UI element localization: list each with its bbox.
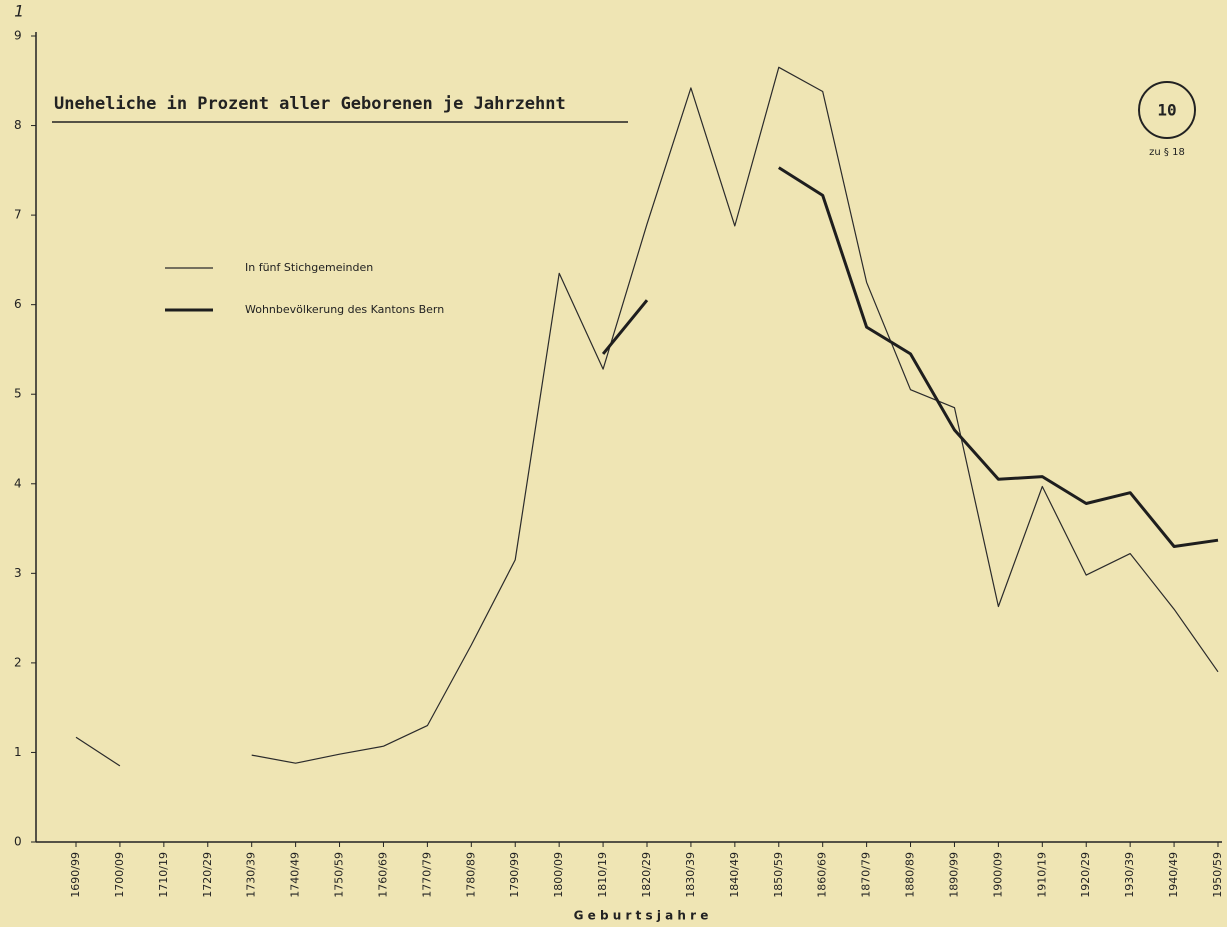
x-tick-label: 1780/89 [464, 852, 477, 898]
y-tick-label: 6 [14, 297, 22, 311]
x-tick-label: 1820/29 [640, 852, 653, 898]
x-tick-label: 1750/59 [333, 852, 346, 898]
y-tick-label: 9 [14, 29, 22, 43]
x-tick-label: 1910/19 [1035, 852, 1048, 898]
x-tick-label: 1940/49 [1167, 852, 1180, 898]
x-tick-label: 1770/79 [420, 852, 433, 898]
chart-title: Uneheliche in Prozent aller Geborenen je… [54, 94, 566, 114]
x-tick-label: 1700/09 [113, 852, 126, 898]
x-tick-label: 1860/69 [816, 852, 829, 898]
x-tick-label: 1710/19 [157, 852, 170, 898]
x-tick-label: 1890/99 [947, 852, 960, 898]
series-line [601, 166, 1219, 548]
x-tick-label: 1720/29 [201, 852, 214, 898]
page-mark: 1 [14, 2, 24, 21]
y-tick-label: 0 [14, 835, 22, 849]
x-tick-label: 1880/89 [904, 852, 917, 898]
legend-label: Wohnbevölkerung des Kantons Bern [245, 303, 444, 316]
badge: 10 [1157, 101, 1176, 120]
x-tick-label: 1850/59 [772, 852, 785, 898]
series-line [75, 66, 1219, 767]
x-tick-label: 1810/19 [596, 852, 609, 898]
y-tick-label: 7 [14, 208, 22, 222]
x-axis-label: G e b u r t s j a h r e [574, 909, 709, 923]
badge-circle [1138, 81, 1196, 139]
x-tick-label: 1950/59 [1211, 852, 1224, 898]
x-tick-label: 1870/79 [860, 852, 873, 898]
y-tick-label: 1 [14, 745, 22, 759]
x-tick-label: 1800/09 [552, 852, 565, 898]
y-tick-label: 5 [14, 387, 22, 401]
y-tick-label: 8 [14, 118, 22, 132]
x-tick-label: 1790/99 [508, 852, 521, 898]
x-tick-label: 1730/39 [245, 852, 258, 898]
x-tick-label: 1830/39 [684, 852, 697, 898]
y-tick-label: 2 [14, 655, 22, 669]
badge-note: zu § 18 [1149, 147, 1185, 158]
x-tick-label: 1690/99 [69, 852, 82, 898]
x-tick-label: 1760/69 [376, 852, 389, 898]
x-tick-label: 1920/29 [1079, 852, 1092, 898]
y-tick-label: 3 [14, 566, 22, 580]
x-tick-label: 1740/49 [289, 852, 302, 898]
x-tick-label: 1930/39 [1123, 852, 1136, 898]
legend-label: In fünf Stichgemeinden [245, 261, 373, 274]
x-tick-label: 1840/49 [728, 852, 741, 898]
x-tick-label: 1900/09 [991, 852, 1004, 898]
y-tick-label: 4 [14, 476, 22, 490]
